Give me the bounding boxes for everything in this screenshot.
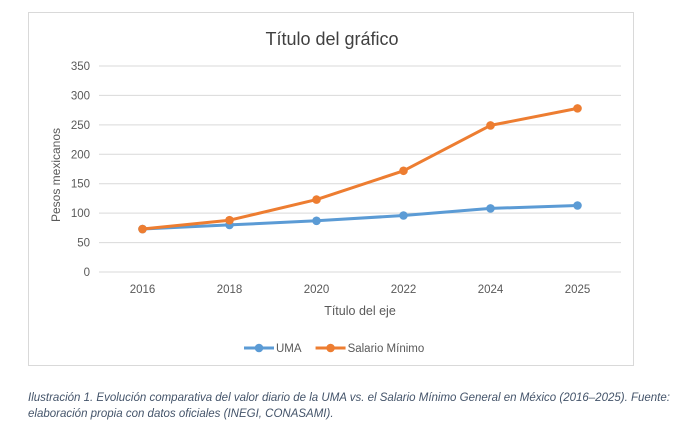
data-point [486, 121, 495, 130]
series-2 [138, 104, 582, 234]
data-point [573, 104, 582, 113]
line-chart: Título del gráfico Pesos mexicanos Títul… [49, 29, 621, 355]
x-tick-label: 2018 [217, 284, 243, 296]
chart-frame: Título del gráfico Pesos mexicanos Títul… [28, 12, 634, 366]
series-line [141, 106, 579, 231]
y-tick-label: 350 [71, 61, 90, 73]
chart-title: Título del gráfico [265, 29, 398, 49]
legend-label: Salario Mínimo [348, 343, 425, 355]
series-lines [138, 104, 582, 234]
data-point [573, 201, 582, 210]
y-tick-label: 250 [71, 120, 90, 132]
x-tick-label: 2025 [565, 284, 591, 296]
y-tick-label: 50 [77, 238, 90, 250]
y-tick-label: 150 [71, 179, 90, 191]
legend-marker [254, 343, 264, 353]
legend-label: UMA [276, 343, 302, 355]
y-tick-label: 200 [71, 149, 90, 161]
data-point [138, 224, 147, 234]
x-tick-label: 2016 [130, 284, 156, 296]
figure-caption: Ilustración 1. Evolución comparativa del… [28, 392, 670, 420]
x-tick-label: 2020 [304, 284, 330, 296]
y-axis-label: Pesos mexicanos [49, 128, 63, 222]
data-point [399, 211, 408, 220]
series-line [141, 204, 579, 231]
y-tick-label: 100 [71, 208, 90, 220]
gridlines [99, 65, 621, 273]
y-tick-label: 0 [84, 267, 90, 279]
legend-marker [326, 343, 335, 353]
x-tick-label: 2024 [478, 284, 504, 296]
series-1 [138, 201, 582, 234]
data-point [225, 215, 234, 225]
y-tick-label: 300 [71, 90, 90, 102]
data-point [312, 195, 321, 204]
x-axis-label: Título del eje [324, 304, 396, 318]
y-tick-labels: 0 50 100 150 200 250 300 350 [71, 61, 90, 279]
data-point [312, 216, 321, 226]
x-tick-labels: 2016 2018 2020 2022 2024 2025 [130, 284, 591, 296]
legend: UMA Salario Mínimo [244, 343, 424, 355]
x-tick-label: 2022 [391, 284, 417, 296]
data-point [486, 204, 495, 213]
data-point [399, 166, 408, 176]
